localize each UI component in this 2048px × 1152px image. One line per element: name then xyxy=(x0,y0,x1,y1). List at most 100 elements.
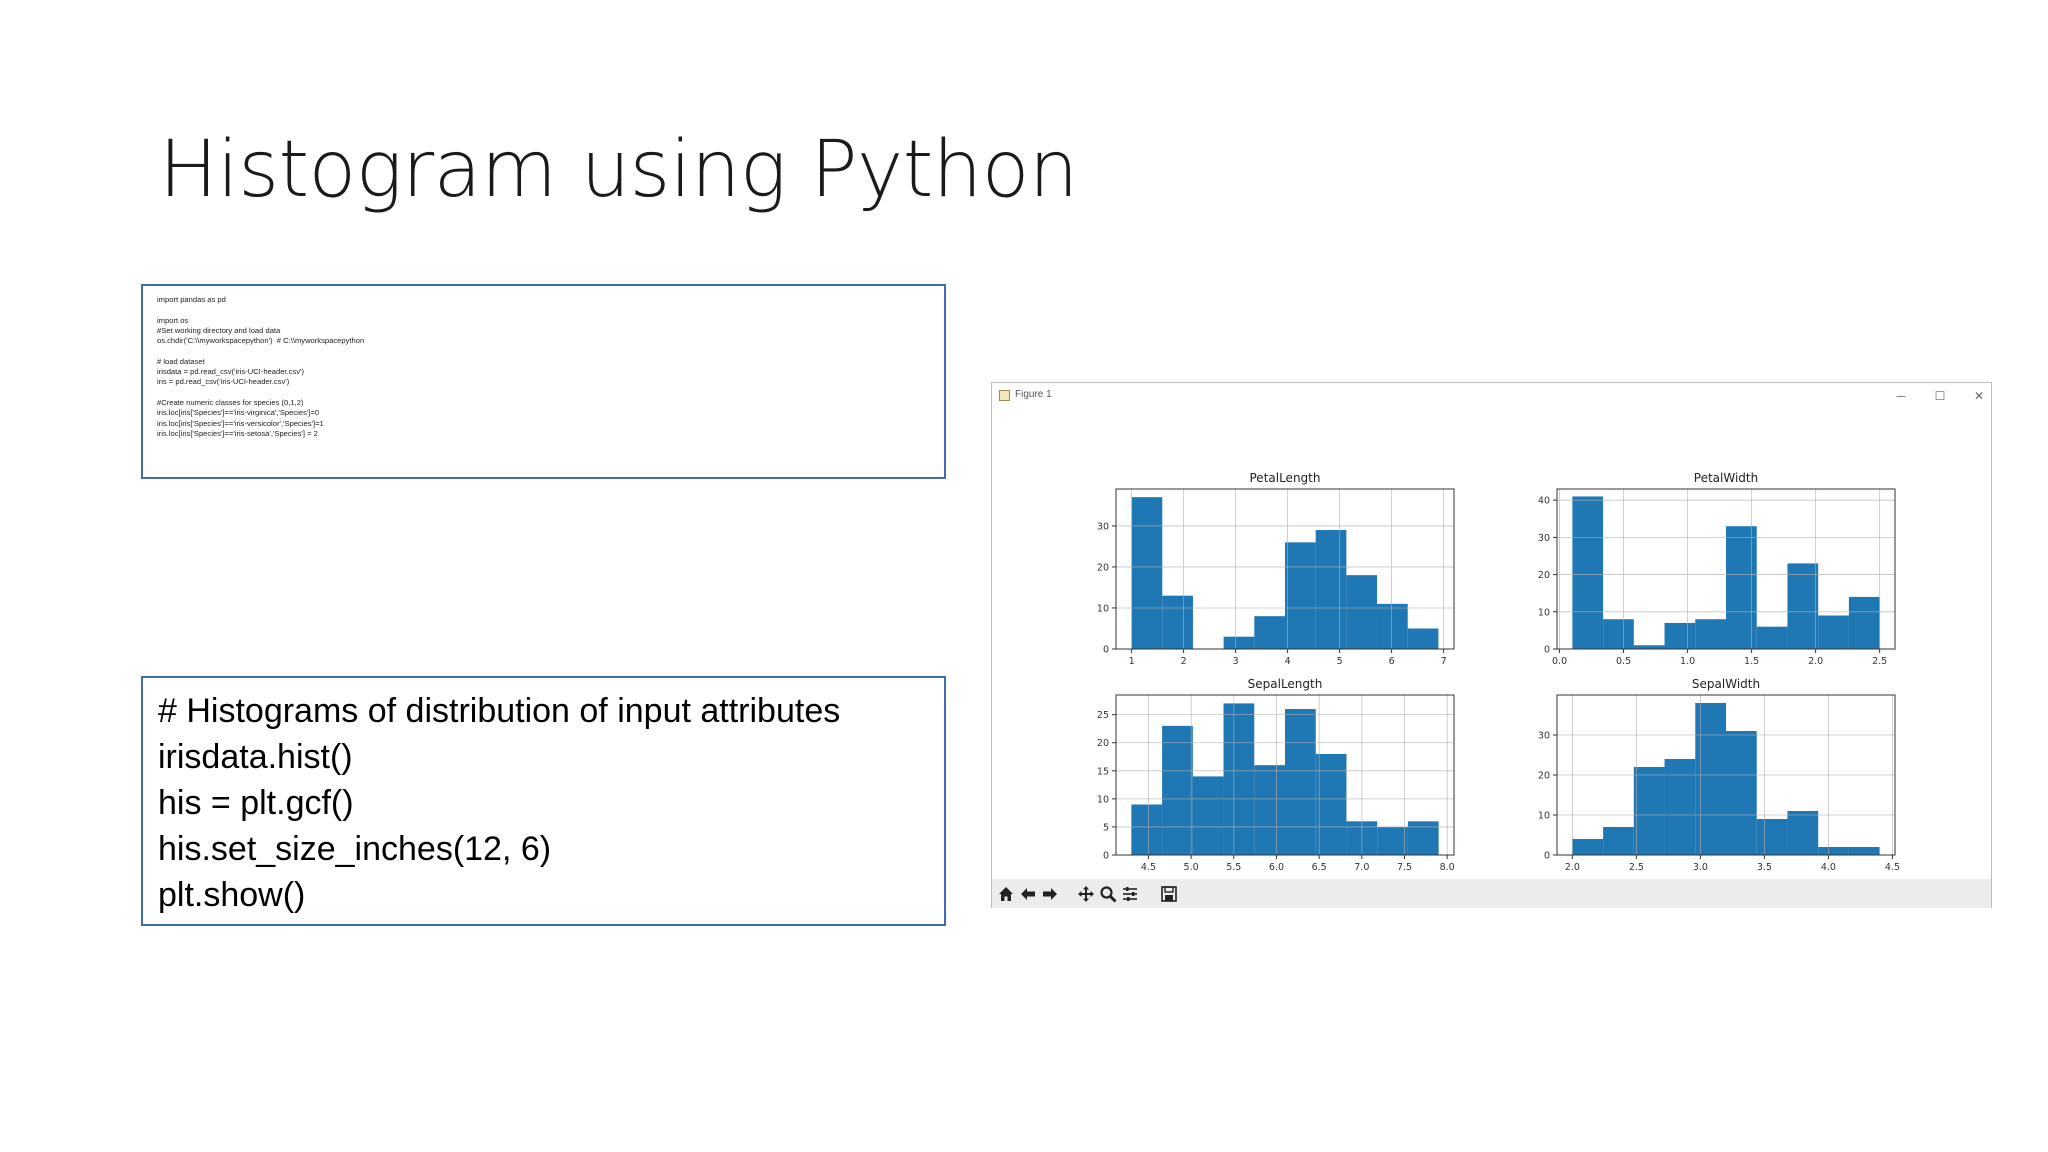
x-tick-label: 5.0 xyxy=(1184,862,1199,873)
home-button[interactable] xyxy=(995,883,1016,904)
window-titlebar[interactable]: Figure 1 ─ ☐ ✕ xyxy=(992,383,1991,409)
histogram-bar xyxy=(1131,497,1163,649)
code-line: #Create numeric classes for species (0,1… xyxy=(157,397,304,407)
x-tick-label: 4.5 xyxy=(1885,862,1900,873)
histogram-bar xyxy=(1848,596,1880,649)
histogram-bar xyxy=(1756,819,1788,855)
forward-button[interactable] xyxy=(1039,883,1060,904)
x-tick-label: 5.5 xyxy=(1226,862,1241,873)
y-tick-label: 10 xyxy=(1097,603,1109,614)
x-tick-label: 3 xyxy=(1233,656,1239,667)
axes-frame xyxy=(1115,694,1455,856)
save-button[interactable] xyxy=(1158,883,1179,904)
x-tick-label: 6.5 xyxy=(1312,862,1327,873)
histogram-bar xyxy=(1572,496,1604,649)
code-line: # Histograms of distribution of input at… xyxy=(158,692,841,730)
code-line: irisdata = pd.read_csv('iris-UCI-header.… xyxy=(157,367,305,377)
code-line xyxy=(157,305,930,315)
code-snippet-load-data: import pandas as pd import os #Set working… xyxy=(141,284,946,479)
histogram-bar xyxy=(1407,628,1439,649)
histogram-bar xyxy=(1223,636,1255,649)
x-tick-label: 4.0 xyxy=(1821,862,1836,873)
code-line: iris.loc[iris['Species']=='iris-virginic… xyxy=(157,408,320,418)
histogram-bar xyxy=(1695,703,1726,855)
histogram-bar xyxy=(1315,530,1347,649)
y-tick-label: 25 xyxy=(1097,710,1109,721)
histogram-bar xyxy=(1633,767,1665,855)
histogram-bar xyxy=(1603,827,1634,855)
y-tick-label: 30 xyxy=(1097,521,1109,532)
x-tick-label: 3.0 xyxy=(1693,862,1708,873)
histogram-bar xyxy=(1726,526,1757,649)
histogram-bar xyxy=(1756,626,1788,649)
histogram-bar xyxy=(1377,826,1408,855)
code-line: iris.loc[iris['Species']=='iris-setosa',… xyxy=(157,428,318,438)
y-tick-label: 20 xyxy=(1097,738,1109,749)
histogram-bar xyxy=(1254,616,1285,649)
x-tick-label: 2.0 xyxy=(1565,862,1580,873)
histogram-bar xyxy=(1787,563,1819,649)
axes-frame xyxy=(1556,488,1896,650)
matplotlib-figure-window: Figure 1 ─ ☐ ✕ PetalLength 1 2 3 4 5 6 7 0 10 20 30… xyxy=(991,382,1992,908)
code-snippet-histogram: # Histograms of distribution of input at… xyxy=(141,676,946,926)
zoom-icon xyxy=(1099,885,1117,903)
code-line xyxy=(157,388,930,398)
x-tick-label: 5 xyxy=(1337,656,1343,667)
histogram-bar xyxy=(1572,839,1604,855)
y-tick-label: 0 xyxy=(1103,851,1109,862)
close-button[interactable]: ✕ xyxy=(1973,389,1985,403)
axes-frame xyxy=(1115,488,1455,650)
pan-button[interactable] xyxy=(1075,883,1096,904)
histogram-bar xyxy=(1192,776,1224,855)
chart-title: SepalWidth xyxy=(1692,677,1760,691)
y-tick-label: 10 xyxy=(1097,794,1109,805)
back-icon xyxy=(1020,887,1035,900)
zoom-button[interactable] xyxy=(1097,883,1118,904)
x-tick-label: 1 xyxy=(1129,656,1135,667)
histogram-bar xyxy=(1848,847,1880,855)
histogram-bar xyxy=(1603,619,1634,649)
forward-icon xyxy=(1042,887,1057,900)
code-line: import os xyxy=(157,315,189,325)
x-tick-label: 2.0 xyxy=(1808,656,1823,667)
configure-subplots-icon xyxy=(1122,886,1137,901)
y-tick-label: 0 xyxy=(1544,851,1550,862)
maximize-button[interactable]: ☐ xyxy=(1934,389,1946,403)
code-line: his.set_size_inches(12, 6) xyxy=(158,830,552,868)
x-tick-label: 1.0 xyxy=(1680,656,1695,667)
back-button[interactable] xyxy=(1017,883,1038,904)
histogram-bar xyxy=(1162,725,1193,855)
code-line: #Set working directory and load data xyxy=(157,325,281,335)
x-tick-label: 8.0 xyxy=(1440,862,1455,873)
code-line: import pandas as pd xyxy=(157,295,226,304)
slide-title: Histogram using Python xyxy=(159,125,1078,215)
histogram-bar xyxy=(1664,622,1696,649)
histogram-bar xyxy=(1285,542,1316,649)
configure-subplots-button[interactable] xyxy=(1119,883,1140,904)
chart-title: PetalLength xyxy=(1250,471,1321,485)
window-title: Figure 1 xyxy=(1015,389,1052,400)
code-line: os.chdir('C:\\myworkspacepython') # C:\\… xyxy=(157,336,365,346)
y-tick-label: 10 xyxy=(1538,607,1550,618)
y-tick-label: 20 xyxy=(1097,562,1109,573)
y-tick-label: 0 xyxy=(1544,645,1550,656)
y-tick-label: 15 xyxy=(1097,766,1109,777)
minimize-button[interactable]: ─ xyxy=(1896,389,1906,403)
histogram-petalwidth: PetalWidth 0.0 0.5 1.0 1.5 2.0 2.5 0 10 20 30 40 xyxy=(1538,471,1896,667)
y-tick-label: 5 xyxy=(1103,822,1109,833)
x-tick-label: 6.0 xyxy=(1269,862,1284,873)
code-line: irisdata.hist() xyxy=(158,738,353,776)
x-tick-label: 0.5 xyxy=(1616,656,1631,667)
histogram-petallength: PetalLength 1 2 3 4 5 6 7 0 10 20 30 xyxy=(1097,471,1455,667)
y-tick-label: 10 xyxy=(1538,811,1550,822)
histogram-bar xyxy=(1695,619,1726,649)
x-tick-label: 7 xyxy=(1441,656,1447,667)
chart-title: PetalWidth xyxy=(1694,471,1758,485)
histogram-sepalwidth: SepalWidth 2.0 2.5 3.0 3.5 4.0 4.5 0 10 20 30 xyxy=(1538,677,1900,873)
figure-canvas[interactable]: PetalLength 1 2 3 4 5 6 7 0 10 20 30 PetalWidth 0.0 0.… xyxy=(992,409,1991,879)
x-tick-label: 4.5 xyxy=(1141,862,1156,873)
pan-icon xyxy=(1077,885,1094,902)
histogram-bar xyxy=(1726,731,1757,855)
x-tick-label: 2.5 xyxy=(1872,656,1887,667)
code-line xyxy=(157,346,930,356)
